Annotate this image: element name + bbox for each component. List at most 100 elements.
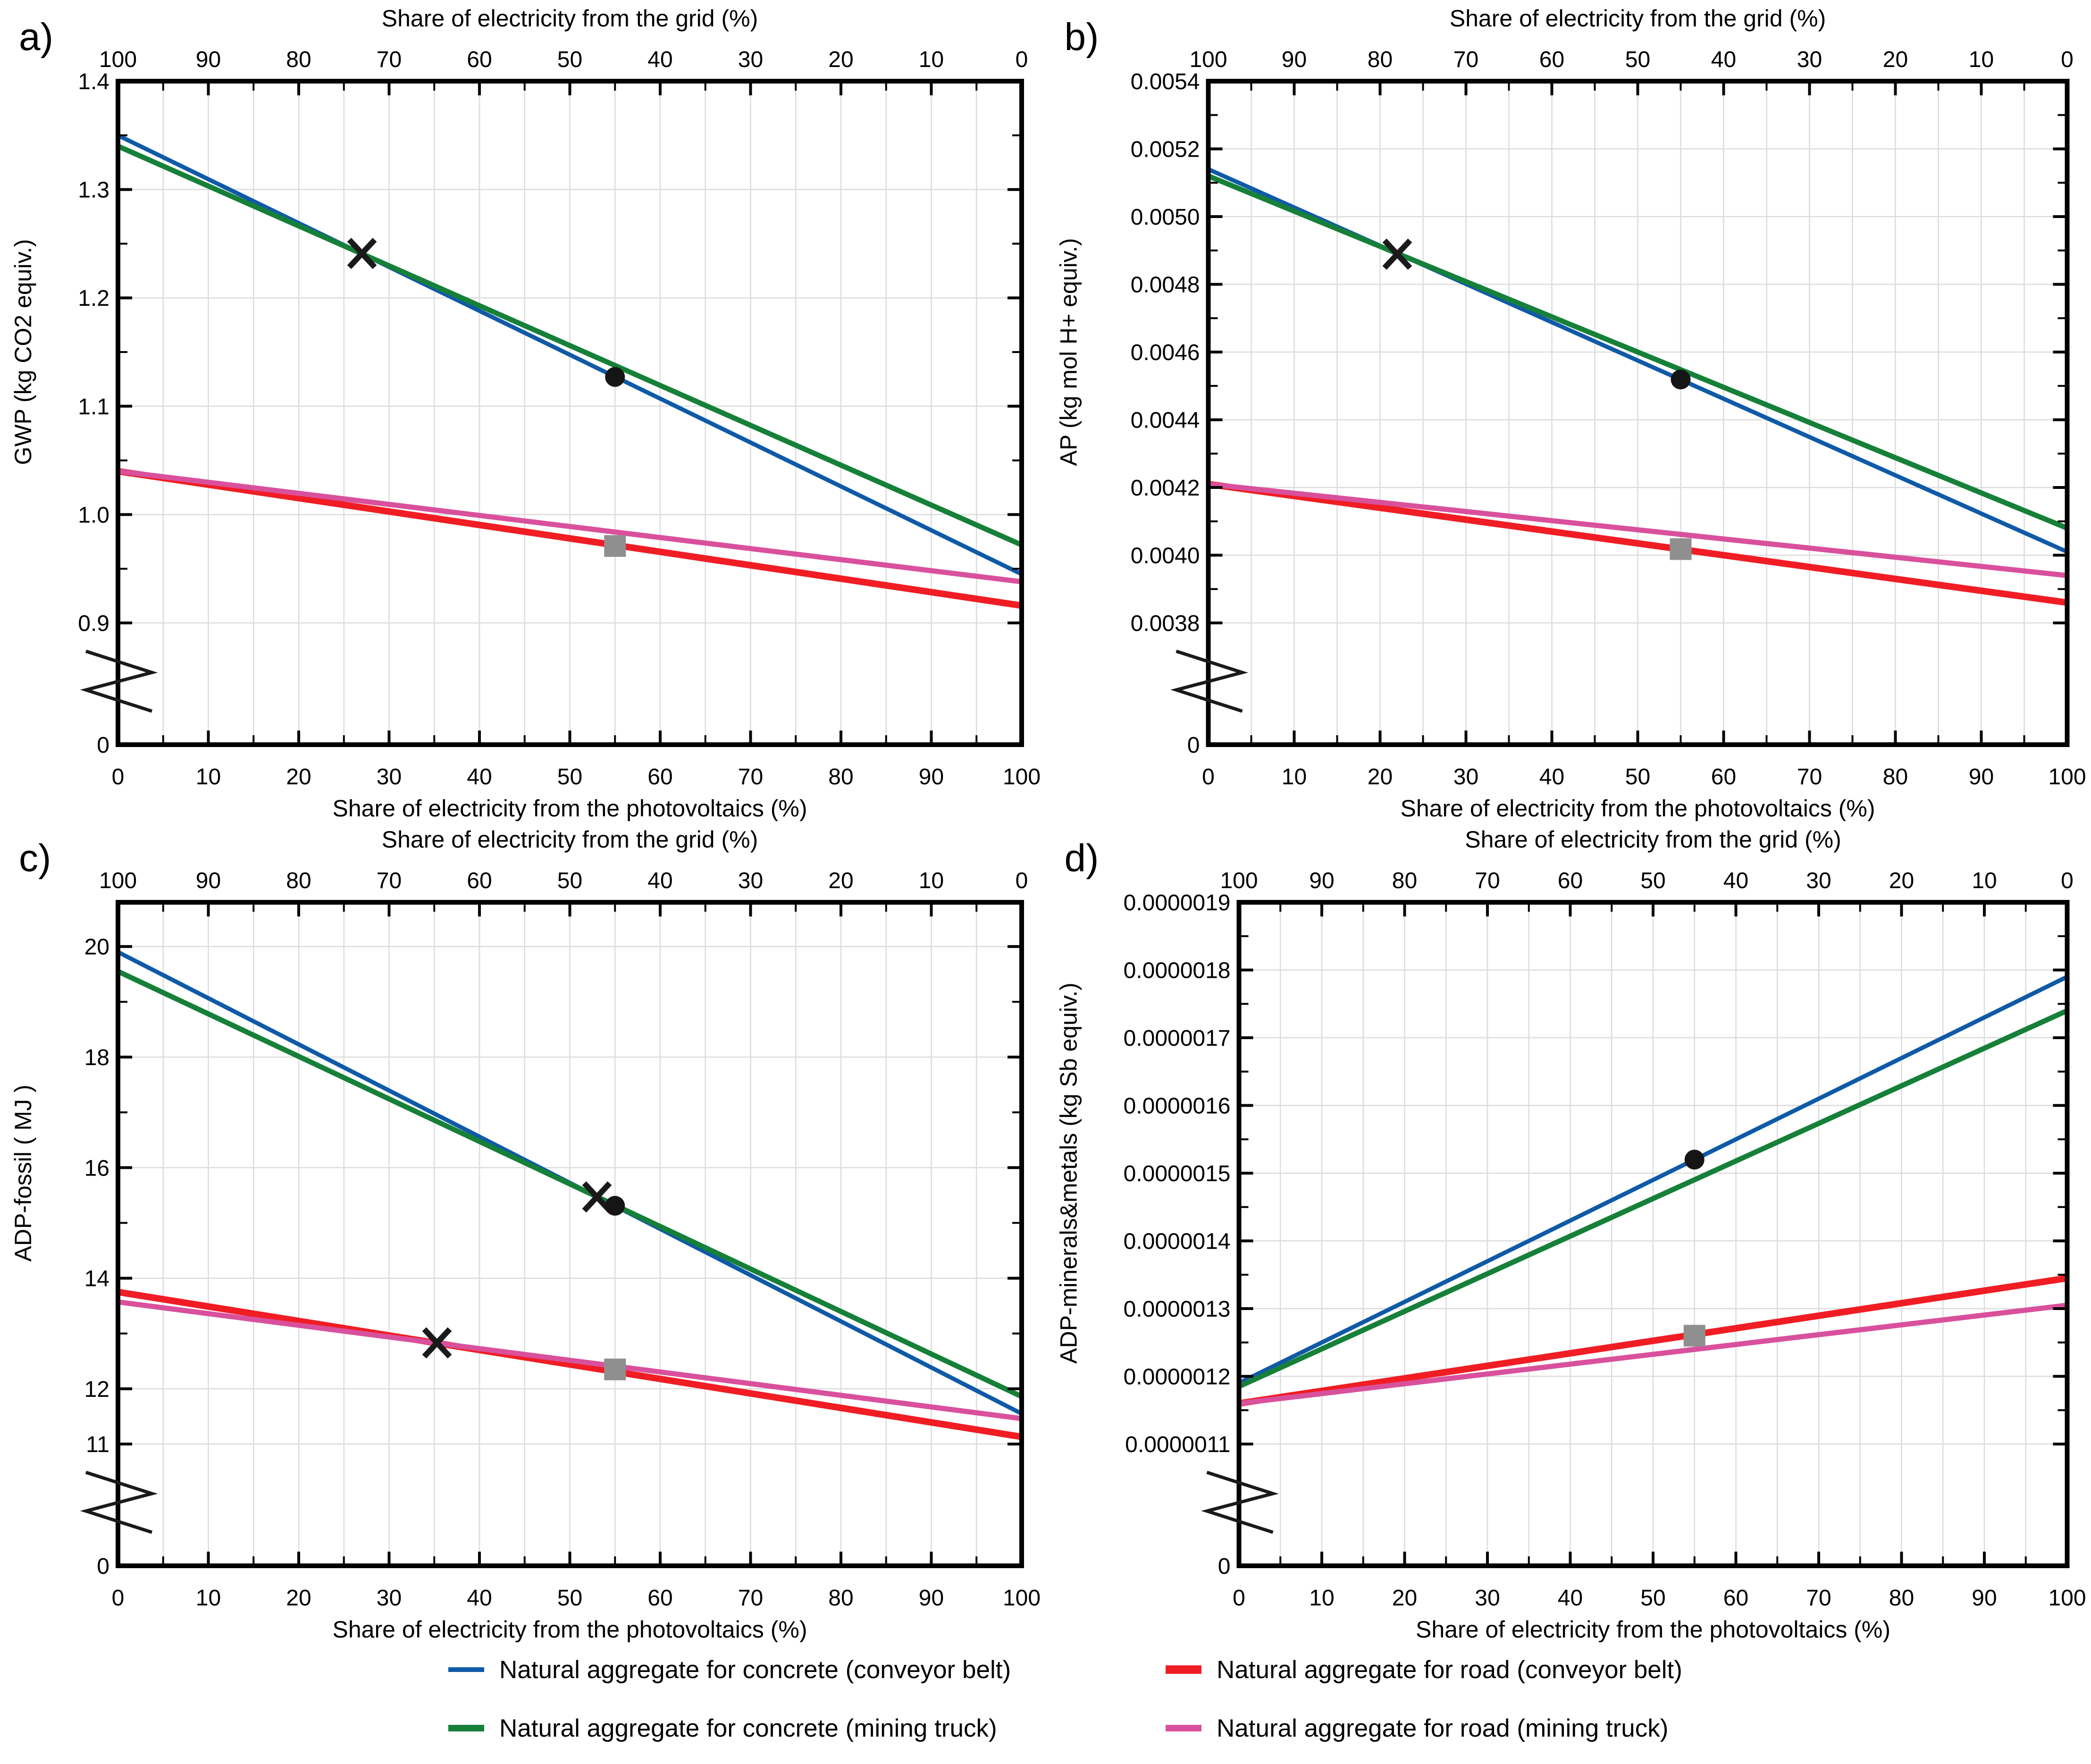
x-tick-label-bottom: 60 [647, 764, 672, 790]
x-tick-label-top: 70 [1475, 868, 1500, 893]
marker-dot [1684, 1150, 1705, 1170]
x-tick-label-top: 90 [196, 47, 221, 72]
x-axis-title-top: Share of electricity from the grid (%) [382, 826, 758, 853]
x-tick-label-top: 100 [99, 47, 137, 72]
series-line-road_truck [1208, 481, 2068, 579]
x-tick-label-bottom: 30 [377, 1586, 402, 1611]
y-tick-label: 0.0046 [1131, 340, 1200, 365]
x-tick-label-top: 70 [377, 868, 402, 893]
x-tick-label-bottom: 10 [196, 764, 221, 790]
series-line-road_conveyor [1238, 1275, 2068, 1407]
y-tick-label: 0.0000013 [1124, 1297, 1231, 1322]
x-tick-label-top: 40 [1711, 47, 1736, 72]
series-line-road_conveyor [117, 1288, 1023, 1440]
legend-item-concrete-conveyor: Natural aggregate for concrete (conveyor… [448, 1647, 1011, 1692]
y-tick-label: 20 [84, 935, 109, 960]
x-tick-label-bottom: 0 [1233, 1586, 1245, 1611]
panels-grid: 0 10 20 30 40 50 60 70 80 90 100 100 90 80 70 60 50 40 30 2… [10, 5, 2086, 1642]
x-tick-label-top: 20 [828, 47, 853, 72]
y-tick-label: 0.0044 [1131, 408, 1200, 433]
x-tick-label-top: 0 [1016, 868, 1028, 893]
x-tick-label-bottom: 60 [1723, 1586, 1748, 1611]
x-axis-title-bottom: Share of electricity from the photovolta… [1401, 795, 1875, 821]
x-tick-label-bottom: 80 [1889, 1586, 1914, 1611]
y-tick-label: 0.0000016 [1124, 1094, 1231, 1119]
x-axis-title-top: Share of electricity from the grid (%) [382, 5, 758, 32]
axis-break-icon [1170, 649, 1248, 713]
x-axis-title-bottom: Share of electricity from the photovolta… [333, 1616, 807, 1642]
y-tick-label: 1.4 [78, 69, 109, 94]
y-tick-label: 16 [84, 1156, 109, 1181]
x-tick-label-bottom: 90 [1969, 764, 1994, 790]
x-tick-label-top: 70 [1453, 47, 1478, 72]
series-line-concrete_truck [1238, 1008, 2068, 1389]
panel-letter: c) [19, 837, 51, 880]
x-tick-label-top: 0 [2061, 47, 2074, 72]
x-tick-label-bottom: 70 [1806, 1586, 1831, 1611]
marker-square [1670, 538, 1692, 560]
legend-item-road-conveyor: Natural aggregate for road (conveyor bel… [1166, 1647, 1682, 1692]
y-tick-label: 0.0050 [1131, 205, 1200, 230]
x-tick-label-top: 10 [919, 868, 944, 893]
x-tick-label-top: 100 [1189, 47, 1227, 72]
y-tick-label: 0.0000011 [1125, 1432, 1230, 1457]
legend-label: Natural aggregate for concrete (mining t… [499, 1714, 997, 1742]
x-tick-label-top: 40 [647, 868, 672, 893]
x-tick-label-top: 20 [1883, 47, 1908, 72]
x-tick-label-bottom: 0 [112, 1586, 125, 1611]
x-tick-label-bottom: 40 [467, 1586, 492, 1611]
x-tick-label-top: 40 [1723, 868, 1748, 893]
x-tick-label-bottom: 70 [738, 764, 763, 790]
x-tick-label-bottom: 10 [1309, 1586, 1334, 1611]
x-tick-label-bottom: 60 [647, 1586, 672, 1611]
x-tick-label-top: 80 [286, 47, 311, 72]
x-tick-label-top: 10 [919, 47, 944, 72]
axis-break-icon [80, 1470, 158, 1534]
x-tick-label-top: 90 [1282, 47, 1307, 72]
x-tick-label-top: 60 [467, 47, 492, 72]
x-tick-label-bottom: 100 [1003, 1586, 1041, 1611]
x-tick-label-bottom: 40 [1558, 1586, 1583, 1611]
series-line-concrete_conveyor [1238, 974, 2068, 1385]
y-tick-label: 0.0000019 [1124, 890, 1231, 916]
series-line-road_truck [118, 1299, 1022, 1421]
legend-swatch-concrete-truck-line [448, 1725, 484, 1731]
marker-dot [1671, 370, 1691, 390]
x-tick-label-bottom: 50 [557, 764, 582, 790]
y-tick-label: 0.0052 [1131, 137, 1200, 162]
x-tick-label-top: 30 [738, 47, 763, 72]
legend-item-concrete-truck: Natural aggregate for concrete (mining t… [448, 1705, 997, 1751]
y-tick-label: 14 [84, 1267, 109, 1292]
x-tick-label-bottom: 30 [377, 764, 402, 790]
series-line-concrete_truck [117, 969, 1023, 1399]
y-tick-label: 0.0000018 [1124, 958, 1231, 983]
x-tick-label-bottom: 80 [1883, 764, 1908, 790]
x-axis-title-top: Share of electricity from the grid (%) [1450, 5, 1826, 32]
y-tick-label: 0.0040 [1131, 544, 1200, 569]
x-tick-label-bottom: 20 [1392, 1586, 1417, 1611]
axis-break-icon [1201, 1470, 1279, 1534]
x-tick-label-bottom: 90 [919, 764, 944, 790]
x-tick-label-bottom: 90 [1972, 1586, 1997, 1611]
y-tick-label: 1.0 [78, 503, 109, 528]
x-tick-label-top: 100 [99, 868, 137, 893]
x-tick-label-top: 40 [647, 47, 672, 72]
marker-dot [605, 367, 625, 387]
x-tick-label-bottom: 20 [286, 764, 311, 790]
x-tick-label-bottom: 20 [286, 1586, 311, 1611]
x-tick-label-bottom: 70 [1797, 764, 1822, 790]
x-tick-label-top: 10 [1972, 868, 1997, 893]
x-tick-label-bottom: 50 [1640, 1586, 1665, 1611]
x-tick-label-top: 0 [2061, 868, 2074, 893]
panel-letter: b) [1065, 16, 1099, 59]
x-tick-label-bottom: 40 [467, 764, 492, 790]
series-line-concrete_truck [1207, 173, 2068, 531]
marker-square [604, 535, 626, 557]
series-line-concrete_conveyor [117, 133, 1023, 576]
x-tick-label-bottom: 100 [2048, 1586, 2086, 1611]
x-tick-label-bottom: 80 [828, 764, 853, 790]
y-tick-label: 0.0000012 [1124, 1365, 1231, 1390]
